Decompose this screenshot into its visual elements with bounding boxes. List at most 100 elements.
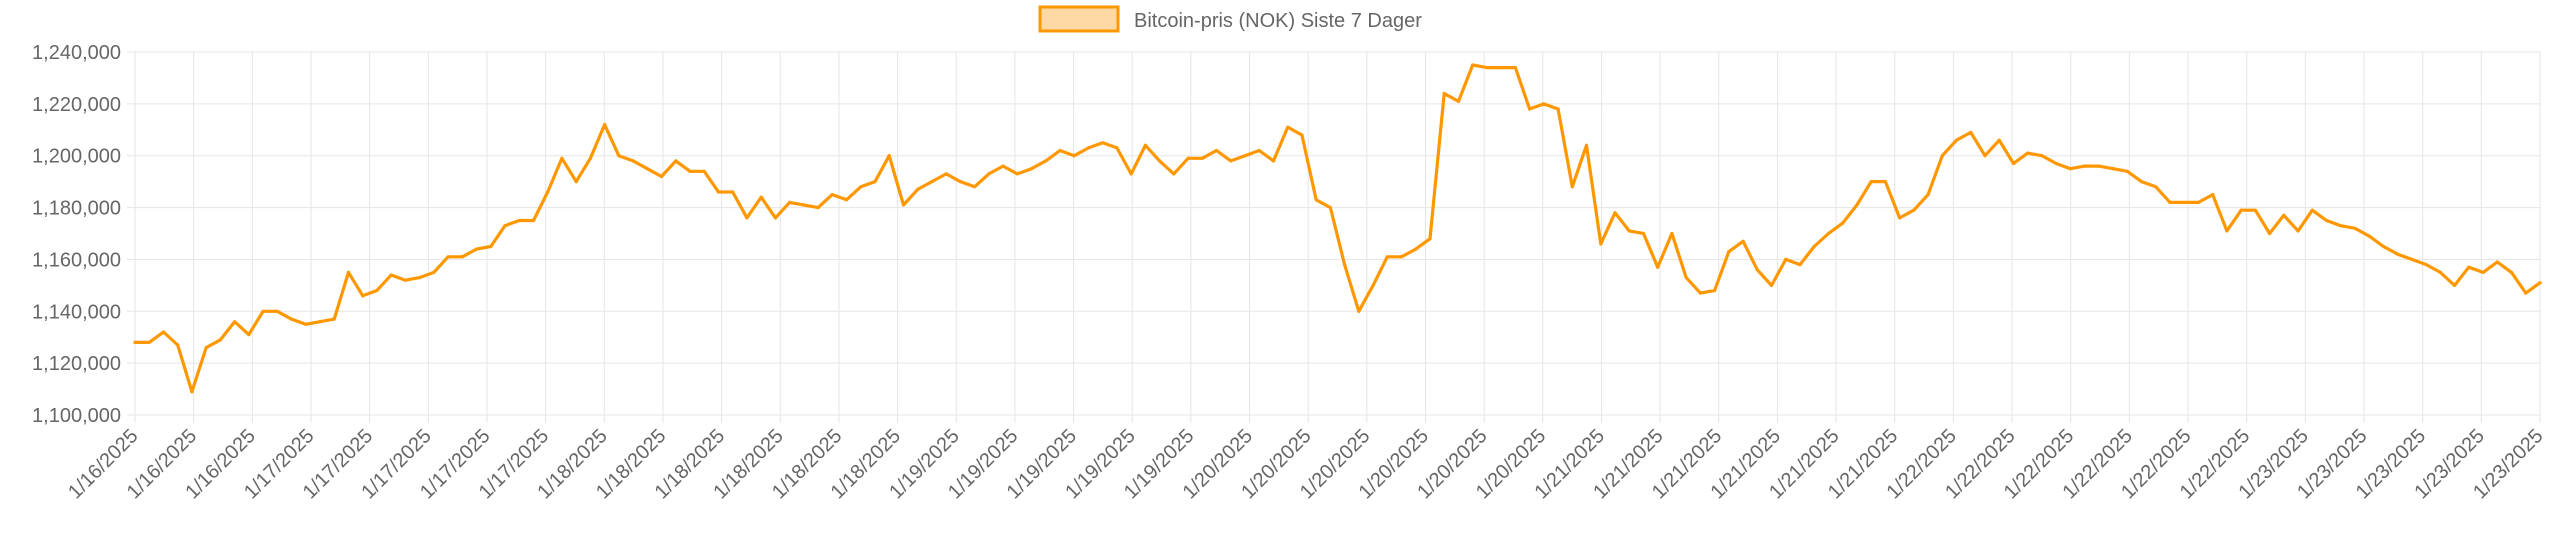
data-point[interactable] [489,244,493,249]
data-point[interactable] [1328,206,1332,210]
data-point[interactable] [418,276,422,280]
data-point[interactable] [304,322,308,326]
data-point[interactable] [361,294,365,298]
data-point[interactable] [759,195,763,199]
data-point[interactable] [916,187,920,191]
data-point[interactable] [1727,250,1731,254]
data-point[interactable] [659,174,664,179]
data-point[interactable] [247,333,251,337]
data-point[interactable] [844,198,849,202]
data-point[interactable] [1627,229,1631,233]
data-point[interactable] [2296,229,2300,233]
data-point[interactable] [1186,156,1190,160]
data-point[interactable] [1755,268,1759,272]
data-point[interactable] [901,203,906,207]
data-point[interactable] [2324,218,2329,223]
data-point[interactable] [2097,164,2101,168]
data-point[interactable] [1086,146,1091,150]
data-point[interactable] [1926,193,1930,197]
data-point[interactable] [389,273,393,277]
data-point[interactable] [1969,130,1973,134]
data-point[interactable] [233,320,237,324]
data-point[interactable] [275,309,279,313]
data-point[interactable] [1172,172,1176,176]
data-point[interactable] [560,156,564,160]
data-point[interactable] [830,193,834,197]
data-point[interactable] [2139,180,2144,184]
data-point[interactable] [631,159,635,163]
data-point[interactable] [1940,154,1944,158]
data-point[interactable] [1684,276,1688,280]
data-point[interactable] [1613,211,1617,215]
data-point[interactable] [1385,255,1389,259]
legend-label[interactable]: Bitcoin-pris (NOK) Siste 7 Dager [1134,10,1422,32]
data-point[interactable] [1115,146,1119,150]
data-point[interactable] [2026,151,2030,155]
data-point[interactable] [2182,200,2186,204]
data-point[interactable] [161,330,166,334]
data-point[interactable] [2168,200,2172,204]
data-point[interactable] [1826,231,1831,236]
data-point[interactable] [674,159,678,163]
data-point[interactable] [944,172,948,176]
data-point[interactable] [1300,133,1304,137]
data-point[interactable] [1229,159,1233,163]
data-point[interactable] [546,190,550,194]
data-point[interactable] [1442,91,1446,96]
data-point[interactable] [1471,63,1475,67]
data-point[interactable] [1713,288,1717,293]
data-point[interactable] [1271,159,1276,163]
data-point[interactable] [1954,138,1959,142]
data-point[interactable] [2125,169,2129,173]
data-point[interactable] [1599,242,1603,246]
data-point[interactable] [2495,260,2499,264]
data-point[interactable] [1883,180,1887,184]
data-point[interactable] [1798,263,1802,267]
data-point[interactable] [1741,239,1745,243]
data-point[interactable] [2353,226,2357,230]
data-point[interactable] [1044,159,1048,163]
data-point[interactable] [731,190,735,194]
data-point[interactable] [588,156,593,160]
data-point[interactable] [987,172,991,176]
data-point[interactable] [973,185,977,189]
data-point[interactable] [318,320,322,324]
data-point[interactable] [432,270,436,274]
data-point[interactable] [289,317,294,321]
data-point[interactable] [2239,208,2243,212]
data-point[interactable] [2310,208,2314,212]
data-point[interactable] [1072,154,1076,158]
data-point[interactable] [1314,198,1318,202]
data-point[interactable] [716,190,721,194]
data-point[interactable] [1556,107,1560,111]
data-point[interactable] [1001,164,1005,168]
data-point[interactable] [1869,180,1873,184]
data-point[interactable] [1343,263,1347,267]
data-point[interactable] [645,167,649,171]
data-point[interactable] [2040,154,2044,158]
data-point[interactable] [403,278,407,282]
data-point[interactable] [1214,148,1219,153]
data-point[interactable] [1898,216,1902,220]
data-point[interactable] [930,180,934,184]
data-point[interactable] [1656,265,1660,269]
data-point[interactable] [2111,167,2115,171]
data-point[interactable] [859,185,863,189]
data-point[interactable] [2381,244,2386,249]
data-point[interactable] [1841,221,1845,225]
data-point[interactable] [261,309,265,313]
data-point[interactable] [1912,208,1916,212]
data-point[interactable] [1015,172,1019,176]
data-point[interactable] [1129,172,1133,176]
data-point[interactable] [346,270,351,274]
data-point[interactable] [1485,66,1489,70]
data-point[interactable] [617,154,621,158]
data-point[interactable] [1641,231,1646,236]
data-point[interactable] [1414,247,1418,251]
data-point[interactable] [1855,203,1859,207]
data-point[interactable] [1286,125,1290,129]
data-point[interactable] [816,206,820,210]
data-point[interactable] [2538,281,2542,285]
data-point[interactable] [2011,161,2016,166]
data-point[interactable] [531,218,536,223]
